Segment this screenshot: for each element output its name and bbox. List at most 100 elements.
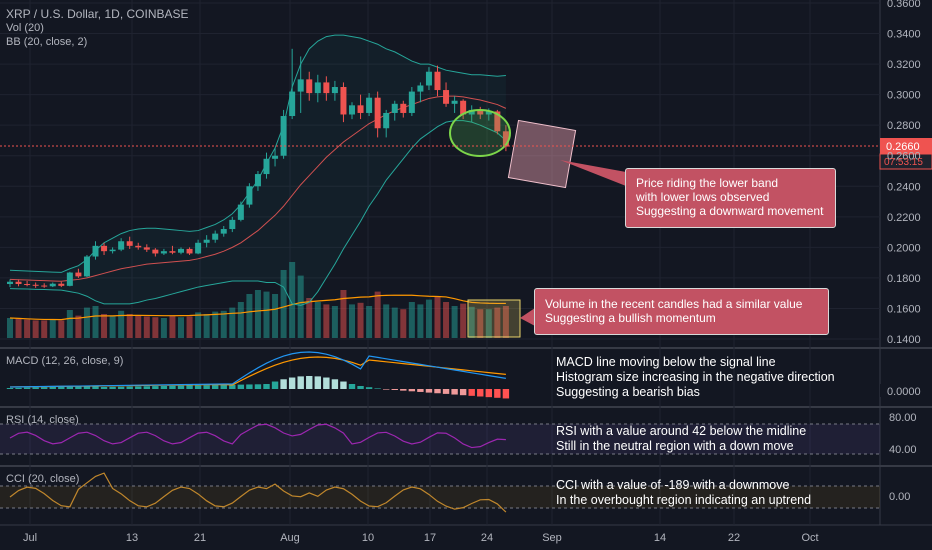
candle-body (169, 251, 176, 253)
volume-bar (237, 302, 244, 338)
macd-note-line-2: Histogram size increasing in the negativ… (556, 370, 835, 384)
macd-histogram-bar (212, 385, 219, 389)
candle-body (32, 284, 39, 286)
macd-histogram-bar (494, 389, 501, 398)
volume-bar (118, 310, 125, 338)
volume-bar (280, 270, 287, 338)
candle-body (83, 256, 90, 277)
macd-histogram-bar (109, 386, 116, 389)
macd-line (9, 351, 506, 388)
price-axis-tick: 0.1400 (887, 334, 921, 346)
candle-body (314, 82, 321, 94)
volume-bar (468, 306, 475, 338)
macd-histogram-bar (152, 386, 159, 389)
macd-histogram-bar (331, 379, 339, 389)
macd-histogram-bar (246, 384, 253, 389)
macd-histogram-bar (400, 389, 407, 391)
volume-bar (400, 309, 407, 338)
volume-bar (485, 309, 492, 338)
macd-histogram-bar (408, 389, 416, 392)
candle-body (66, 272, 73, 286)
candle-body (92, 245, 99, 257)
time-axis-tick: Jul (23, 532, 37, 544)
rsi-note: RSI with a value around 42 below the mid… (556, 424, 806, 454)
macd-note: MACD line moving below the signal line H… (556, 355, 835, 400)
candle-body (434, 71, 441, 91)
volume-bar (306, 298, 313, 338)
volume-bar (7, 318, 13, 338)
candle-body (468, 109, 475, 115)
rsi-pane-label[interactable]: RSI (14, close) (6, 414, 79, 426)
candle-body (263, 158, 270, 175)
countdown-value: 07:53:15 (884, 157, 923, 168)
volume-bar (460, 303, 467, 338)
volume-bar (101, 314, 108, 338)
candle-body (391, 103, 398, 113)
macd-histogram-bar (442, 389, 450, 394)
volume-indicator-label[interactable]: Vol (20) (6, 22, 44, 34)
candle-body (24, 284, 31, 286)
macd-histogram-bar (365, 387, 373, 389)
candle-body (451, 100, 458, 104)
volume-bar (169, 315, 176, 338)
time-axis-tick: 13 (126, 532, 138, 544)
volume-callout-line-2: Suggesting a bullish momentum (545, 311, 716, 325)
candle-body (126, 241, 133, 246)
volume-bar (434, 296, 441, 338)
time-axis-tick: 14 (654, 532, 666, 544)
annotations (0, 109, 880, 338)
macd-histogram-bar (502, 389, 510, 399)
macd-histogram-bar (323, 377, 330, 389)
macd-histogram-bar (177, 385, 185, 389)
macd-histogram-bar (229, 384, 236, 389)
cci-pane-label[interactable]: CCI (20, close) (6, 473, 80, 485)
volume-bar (246, 294, 253, 338)
candle-body (178, 248, 184, 253)
macd-histogram-bar (6, 388, 14, 389)
bb-lower-line (9, 120, 507, 306)
volume-bar (24, 319, 31, 338)
cci-line (9, 472, 507, 513)
cci-band-fill (0, 486, 880, 508)
macd-histogram-bar (374, 388, 381, 389)
volume-bar (331, 306, 338, 338)
candle-body (160, 251, 167, 254)
macd-histogram-bar (135, 386, 142, 389)
volume-bar (323, 304, 330, 338)
candle-body (485, 111, 492, 115)
candle-body (331, 87, 338, 94)
macd-axis-tick: 0.0000 (887, 386, 921, 398)
macd-note-line-1: MACD line moving below the signal line (556, 355, 776, 369)
volume-bar (417, 304, 424, 338)
bb-indicator-label[interactable]: BB (20, close, 2) (6, 36, 88, 48)
macd-histogram-bar (348, 384, 356, 389)
rsi-note-line-1: RSI with a value around 42 below the mid… (556, 424, 807, 438)
candlestick-series (7, 48, 509, 288)
candle-body (237, 204, 244, 220)
candle-body (109, 249, 116, 252)
rsi-line (9, 423, 506, 449)
symbol-legend: XRP / U.S. Dollar, 1D, COINBASE Vol (20)… (6, 7, 189, 49)
candle-body (400, 103, 407, 113)
macd-histogram-bar (75, 386, 82, 389)
candle-body (477, 109, 484, 115)
macd-histogram-bar (83, 386, 91, 389)
volume-bar (83, 307, 90, 338)
price-axis-tick: 0.3000 (887, 90, 921, 102)
candle-body (229, 219, 236, 230)
candle-body (306, 79, 313, 94)
macd-histogram-bar (271, 381, 279, 389)
candle-body (254, 174, 261, 187)
macd-histogram-bar (49, 387, 56, 389)
macd-histogram-bar (32, 387, 39, 389)
macd-histogram-bar (306, 376, 313, 389)
macd-histogram-bar (100, 387, 108, 389)
volume-bar (366, 306, 373, 338)
volume-bar (477, 309, 484, 338)
macd-pane-label[interactable]: MACD (12, 26, close, 9) (6, 355, 124, 367)
volume-highlight-box (467, 299, 521, 338)
candle-body (417, 85, 424, 92)
candle-body (152, 249, 159, 254)
macd-histogram-bar (383, 389, 390, 390)
volume-bar (229, 307, 236, 338)
